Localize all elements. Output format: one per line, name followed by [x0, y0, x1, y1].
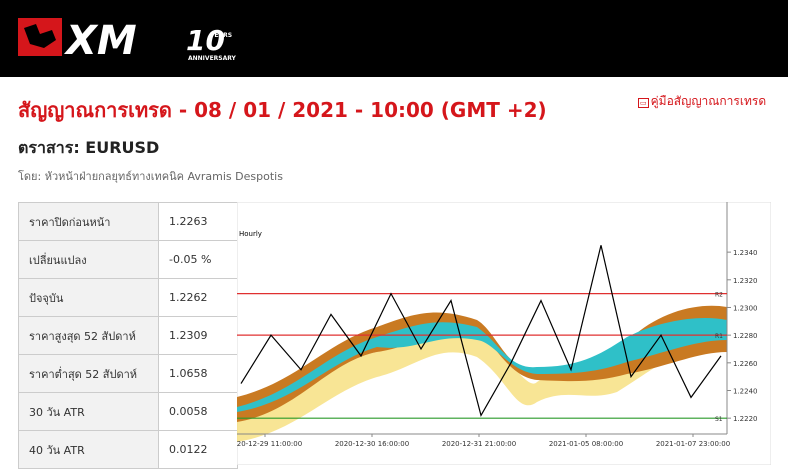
band-outer: [237, 320, 727, 442]
header: XM 10 YEARS ANNIVERSARY: [0, 0, 788, 77]
page-title: สัญญาณการเทรด - 08 / 01 / 2021 - 10:00 (…: [18, 98, 547, 122]
instrument: ตราสาร: EURUSD: [18, 138, 160, 157]
value-cell: 0.0058: [158, 392, 238, 431]
label-cell: ราคาปิดก่อนหน้า: [18, 202, 159, 241]
table-row: ปัจจุบัน 1.2262: [18, 278, 238, 317]
stats-table: ราคาปิดก่อนหน้า 1.2263 เปลี่ยนแปลง -0.05 % ป…: [18, 202, 238, 469]
x-tick-label: 2020-12-30 16:00:00: [335, 440, 409, 448]
x-tick-label: 2020-12-31 21:00:00: [442, 440, 516, 448]
label-cell: ปัจจุบัน: [18, 278, 159, 317]
logo-bull: [24, 24, 56, 48]
guide-text[interactable]: คู่มือสัญญาณการเทรด: [650, 94, 767, 108]
table-row: 40 วัน ATR 0.0122: [18, 430, 238, 469]
zigzag-line: [240, 245, 722, 417]
level-label: R1: [715, 333, 723, 340]
table-row: ราคาปิดก่อนหน้า 1.2263: [18, 202, 238, 241]
x-tick-label: 2020-12-29 11:00:00: [237, 440, 302, 448]
label-cell: 40 วัน ATR: [18, 430, 159, 469]
value-cell: -0.05 %: [158, 240, 238, 279]
badge-number: 10: [186, 24, 225, 57]
pdf-icon: ▭: [638, 98, 649, 108]
logo[interactable]: XM 10 YEARS ANNIVERSARY: [0, 0, 260, 77]
value-cell: 1.2263: [158, 202, 238, 241]
table-row: 30 วัน ATR 0.0058: [18, 392, 238, 431]
chart-title: Hourly: [239, 230, 262, 238]
chart: Hourly 1.2340 1.2320 1.2300 1.2280 1.2260 1.22…: [237, 202, 771, 465]
y-tick-label: 1.2340: [733, 249, 758, 257]
badge-bottom: ANNIVERSARY: [188, 55, 237, 62]
label-cell: 30 วัน ATR: [18, 392, 159, 431]
y-tick-label: 1.2300: [733, 304, 758, 312]
level-label: R2: [715, 292, 723, 299]
y-tick-label: 1.2220: [733, 415, 758, 423]
y-tick-label: 1.2320: [733, 277, 758, 285]
y-tick-label: 1.2280: [733, 332, 758, 340]
value-cell: 1.0658: [158, 354, 238, 393]
table-row: เปลี่ยนแปลง -0.05 %: [18, 240, 238, 279]
label-cell: เปลี่ยนแปลง: [18, 240, 159, 279]
y-tick-label: 1.2240: [733, 387, 758, 395]
table-row: ราคาสูงสุด 52 สัปดาห์ 1.2309: [18, 316, 238, 355]
x-tick-label: 2021-01-05 08:00:00: [549, 440, 623, 448]
band-inner: [237, 317, 727, 412]
badge-top: YEARS: [209, 32, 232, 39]
y-tick-label: 1.2260: [733, 360, 758, 368]
guide-link[interactable]: ▭ คู่มือสัญญาณการเทรด: [638, 92, 766, 111]
logo-text: XM: [63, 18, 137, 64]
value-cell: 0.0122: [158, 430, 238, 469]
author: โดย: หัวหน้าฝ่ายกลยุทธ์ทางเทคนิค Avramis…: [18, 170, 283, 183]
value-cell: 1.2309: [158, 316, 238, 355]
value-cell: 1.2262: [158, 278, 238, 317]
level-label: S1: [715, 416, 723, 423]
table-row: ราคาต่ำสุด 52 สัปดาห์ 1.0658: [18, 354, 238, 393]
label-cell: ราคาต่ำสุด 52 สัปดาห์: [18, 354, 159, 393]
label-cell: ราคาสูงสุด 52 สัปดาห์: [18, 316, 159, 355]
x-tick-label: 2021-01-07 23:00:00: [656, 440, 730, 448]
